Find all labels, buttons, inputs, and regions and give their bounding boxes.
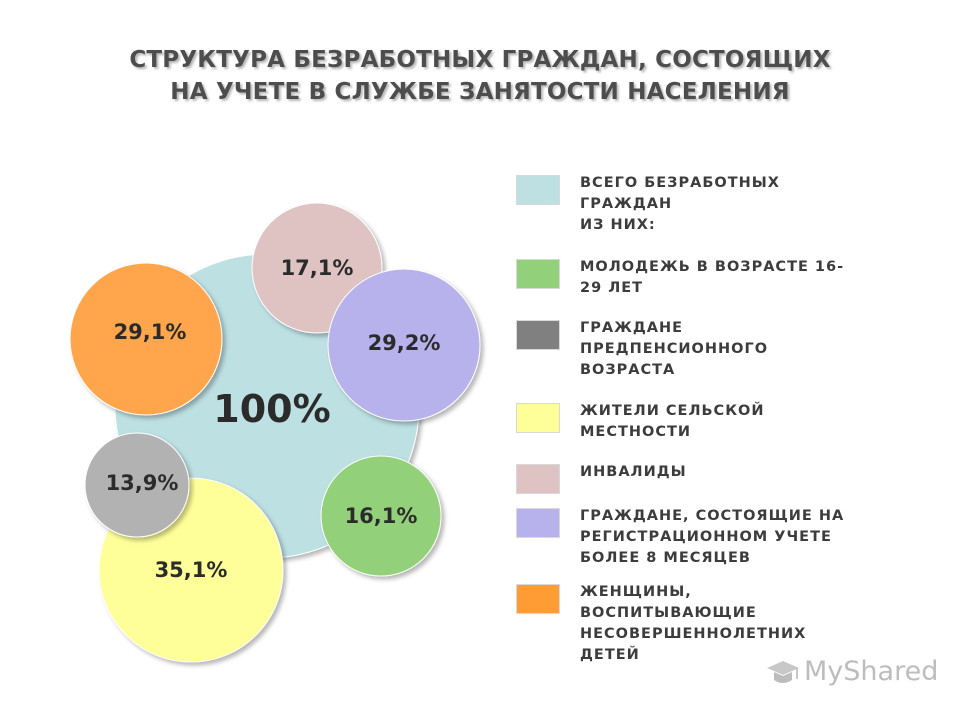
mortarboard-icon <box>767 661 799 683</box>
bubble-long-term <box>327 268 481 422</box>
bubble-label-mothers: 29,1% <box>114 320 187 344</box>
legend-label: ИНВАЛИДЫ <box>580 464 687 480</box>
bubble-label-pre-retirement: 13,9% <box>106 471 179 495</box>
legend-swatch <box>516 508 560 538</box>
legend-swatch <box>516 403 560 433</box>
bubble-pre-retirement <box>84 432 190 538</box>
bubble-mothers <box>69 262 223 416</box>
bubble-youth <box>320 455 442 577</box>
watermark-text: MyShared <box>804 656 939 687</box>
legend-swatch <box>516 259 560 289</box>
bubble-label-long-term: 29,2% <box>368 331 441 355</box>
chart-title-line-1: СТРУКТУРА БЕЗРАБОТНЫХ ГРАЖДАН, СОСТОЯЩИХ <box>129 47 831 73</box>
legend-swatch <box>516 175 560 205</box>
legend-swatch <box>516 584 560 614</box>
watermark-logo: MyShared <box>766 654 938 694</box>
legend-label: ГРАЖДАНЕ ПРЕДПЕНСИОННОГО ВОЗРАСТА <box>580 320 769 378</box>
legend-label: ГРАЖДАНЕ, СОСТОЯЩИЕ НА РЕГИСТРАЦИОННОМ У… <box>580 508 845 566</box>
chart-title: СТРУКТУРА БЕЗРАБОТНЫХ ГРАЖДАН, СОСТОЯЩИХ… <box>40 44 920 108</box>
legend-label: МОЛОДЕЖЬ В ВОЗРАСТЕ 16- 29 ЛЕТ <box>580 259 845 296</box>
bubble-label-youth: 16,1% <box>345 504 418 528</box>
legend-label: ЖЕНЩИНЫ, ВОСПИТЫВАЮЩИЕ НЕСОВЕРШЕННОЛЕТНИ… <box>580 584 807 663</box>
bubble-label-total: 100% <box>213 387 330 431</box>
legend-swatch <box>516 320 560 350</box>
bubble-label-disabled: 17,1% <box>281 256 354 280</box>
legend-swatch <box>516 464 560 494</box>
chart-title-line-2: НА УЧЕТЕ В СЛУЖБЕ ЗАНЯТОСТИ НАСЕЛЕНИЯ <box>170 79 790 105</box>
legend-label: ВСЕГО БЕЗРАБОТНЫХ ГРАЖДАН ИЗ НИХ: <box>580 175 780 233</box>
bubble-label-rural: 35,1% <box>155 558 228 582</box>
legend-label: ЖИТЕЛИ СЕЛЬСКОЙ МЕСТНОСТИ <box>580 403 765 440</box>
